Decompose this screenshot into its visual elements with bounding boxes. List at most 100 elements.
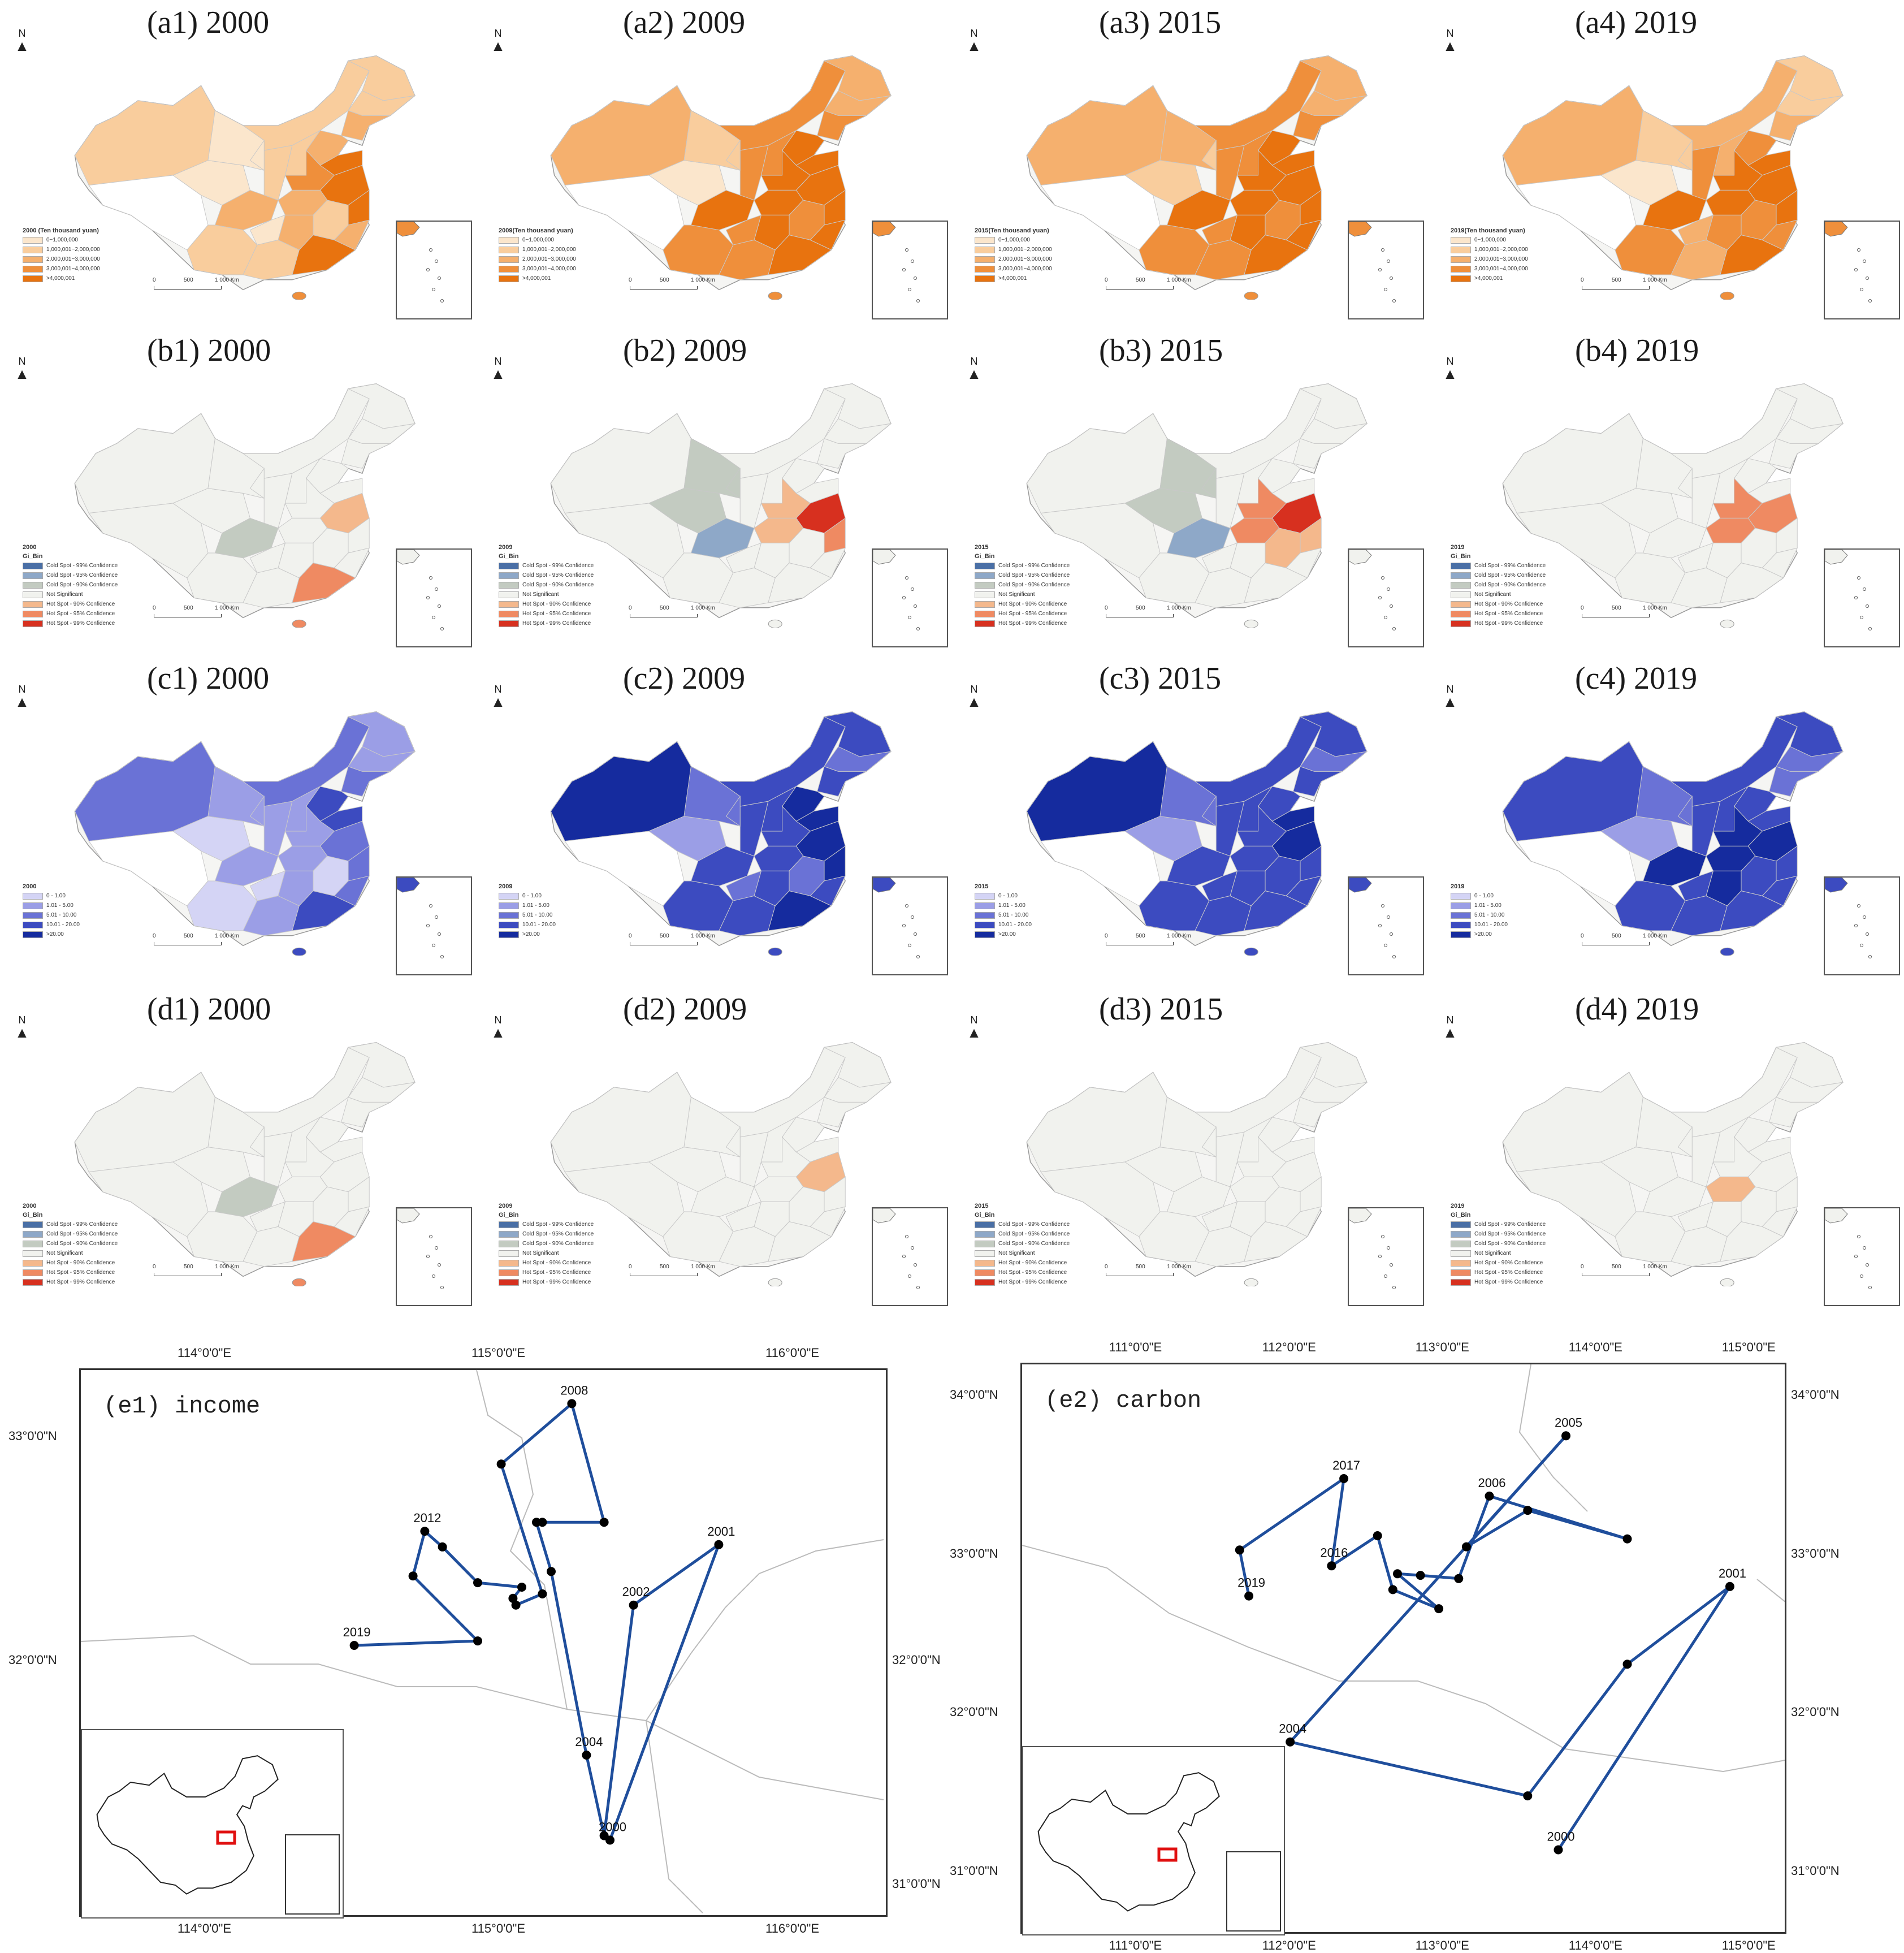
admin-boundary [646, 1539, 884, 1721]
trajectory-point [473, 1636, 482, 1646]
legend-swatch [23, 610, 43, 617]
legend-swatch [499, 892, 519, 900]
legend-label: Cold Spot - 95% Confidence [998, 1230, 1070, 1237]
scale-label: 0 [1581, 605, 1584, 611]
scale-label: 500 [1612, 1264, 1621, 1270]
scale-label: 500 [660, 605, 669, 611]
scale-line [630, 614, 698, 617]
legend-label: 10.01 - 20.00 [1474, 921, 1508, 928]
legend-item: 0~1,000,000 [499, 235, 576, 245]
scale-label: 1 000 Km [691, 933, 715, 939]
trajectory-plot: 2000 2001 2004 2005 2006 2016 2017 2019 [1022, 1364, 1785, 1874]
province-ningxia [1677, 139, 1693, 171]
legend-label: 0~1,000,000 [1474, 236, 1506, 243]
scale-line [630, 1273, 698, 1276]
bottom-tick-label: 111°0'0"E [1109, 1938, 1162, 1952]
legend-swatch [1451, 921, 1471, 928]
legend-swatch [499, 1250, 519, 1257]
legend-label: Hot Spot - 90% Confidence [998, 600, 1067, 607]
north-arrow-glyph: ▲ [15, 365, 29, 382]
legend-label: 1,000,001~2,000,000 [46, 246, 100, 253]
legend-item: 5.01 - 10.00 [23, 910, 80, 920]
province-hainan [1244, 1278, 1258, 1286]
legend-item: Cold Spot - 90% Confidence [23, 1239, 118, 1248]
legend-swatch [1451, 275, 1471, 282]
panel-title: (b2) 2009 [623, 333, 747, 368]
legend-label: 0~1,000,000 [522, 236, 554, 243]
legend-subtitle: Gi_Bin [23, 553, 43, 560]
north-label: N [970, 684, 978, 695]
legend-title: 2000 (Ten thousand yuan) [23, 227, 99, 234]
south-china-sea-inset [1348, 876, 1424, 975]
province-guizhou [1201, 870, 1238, 901]
legend-subtitle: Gi_Bin [1451, 553, 1471, 560]
province-ningxia [249, 1126, 265, 1158]
scale-label: 500 [1136, 933, 1145, 939]
north-label: N [970, 356, 978, 367]
province-guangxi [243, 239, 300, 280]
north-arrow-glyph: ▲ [1443, 365, 1457, 382]
scale-line [1582, 286, 1650, 290]
china-map [1502, 383, 1844, 628]
year-label: 2019 [343, 1625, 371, 1639]
scale-label: 0 [629, 933, 632, 939]
legend-swatch [23, 246, 43, 253]
legend-label: 10.01 - 20.00 [998, 921, 1032, 928]
legend-swatch [1451, 1230, 1471, 1238]
legend-item: Cold Spot - 90% Confidence [23, 580, 118, 590]
province-guizhou [725, 870, 762, 901]
north-arrow-icon: N ▲ [1442, 28, 1459, 53]
trajectory-point [1622, 1660, 1632, 1669]
map-panel-b3: (b3) 2015 N ▲ 2015 Gi_Bin Cold Spot - 99% Con… [952, 328, 1428, 656]
north-arrow-glyph: ▲ [967, 1024, 981, 1041]
legend-label: Cold Spot - 99% Confidence [1474, 1221, 1546, 1228]
legend-label: Cold Spot - 90% Confidence [998, 1240, 1070, 1247]
legend-item: Hot Spot - 90% Confidence [975, 1258, 1070, 1268]
legend-label: Cold Spot - 95% Confidence [998, 572, 1070, 578]
legend-swatch [23, 1221, 43, 1228]
legend-label: >20.00 [46, 931, 64, 937]
province-guangxi [243, 895, 300, 936]
legend-swatch [499, 911, 519, 919]
legend-item: Not Significant [23, 590, 118, 599]
study-area-marker [216, 1830, 236, 1845]
province-ningxia [725, 1126, 741, 1158]
scale-label: 0 [153, 605, 156, 611]
legend-label: Hot Spot - 90% Confidence [998, 1259, 1067, 1266]
trajectory-panel-1: 2000 2001 2002 2004 2008 2012 2019 (e1) income [79, 1368, 888, 1919]
legend-subtitle: Gi_Bin [975, 553, 995, 560]
legend-label: 1.01 - 5.00 [46, 902, 73, 909]
province-guizhou [1201, 542, 1238, 573]
legend-swatch [1451, 591, 1471, 598]
legend-subtitle: Gi_Bin [499, 553, 519, 560]
legend-label: Cold Spot - 95% Confidence [1474, 572, 1546, 578]
scale-bar: 0 500 1 000 Km [153, 605, 239, 619]
china-map [1026, 55, 1368, 300]
legend-swatch [975, 581, 995, 589]
legend-swatch [975, 236, 995, 244]
scale-line [1582, 942, 1650, 945]
left-tick-label: 33°0'0"N [8, 1428, 57, 1443]
province-ningxia [249, 467, 265, 499]
legend-swatch [499, 265, 519, 273]
legend-title: 2000 [23, 544, 37, 551]
legend-item: Cold Spot - 99% Confidence [1451, 561, 1546, 571]
right-tick-label: 31°0'0"N [1791, 1863, 1840, 1878]
admin-boundary [646, 1720, 703, 1913]
province-guizhou [1201, 214, 1238, 245]
province-guizhou [725, 1201, 762, 1232]
legend-swatch [1451, 911, 1471, 919]
year-label: 2004 [1279, 1722, 1306, 1736]
trajectory-line [354, 1402, 720, 1841]
legend: 2000 0 - 1.00 1.01 - 5.00 5.01 - 10.00 10.01… [23, 882, 80, 939]
province-guangxi [1671, 1226, 1728, 1267]
map-panel-c2: (c2) 2009 N ▲ 2009 0 - 1.00 1.01 - 5.00 5.01 -… [476, 656, 952, 984]
scale-line [154, 614, 222, 617]
trajectory-point [1622, 1534, 1632, 1544]
top-tick-label: 115°0'0"E [471, 1346, 526, 1360]
year-label: 2001 [707, 1524, 735, 1539]
legend-item: >4,000,001 [1451, 274, 1528, 283]
legend-item: 2,000,001~3,000,000 [23, 254, 100, 264]
legend-swatch [23, 562, 43, 569]
year-label: 2008 [560, 1383, 588, 1397]
